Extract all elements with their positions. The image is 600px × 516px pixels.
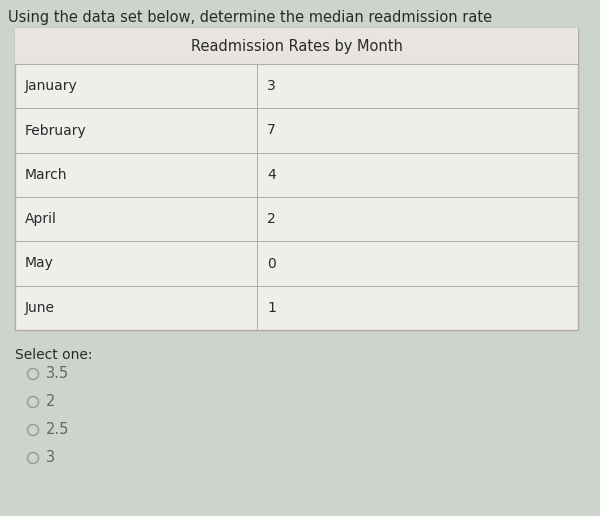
Text: January: January: [25, 79, 78, 93]
Circle shape: [28, 396, 38, 408]
Text: 3: 3: [46, 450, 55, 465]
Text: 7: 7: [267, 123, 276, 137]
Text: 2: 2: [46, 395, 55, 410]
Text: 2.5: 2.5: [46, 423, 69, 438]
Text: April: April: [25, 212, 57, 226]
Text: 0: 0: [267, 256, 276, 270]
Text: May: May: [25, 256, 54, 270]
Text: 1: 1: [267, 301, 276, 315]
Text: February: February: [25, 123, 87, 137]
Text: June: June: [25, 301, 55, 315]
Circle shape: [28, 425, 38, 436]
Circle shape: [28, 453, 38, 463]
Text: 3: 3: [267, 79, 276, 93]
Bar: [15, 28, 578, 64]
Bar: [15, 28, 578, 330]
Text: 2: 2: [267, 212, 276, 226]
Circle shape: [28, 368, 38, 379]
Text: March: March: [25, 168, 67, 182]
Text: 3.5: 3.5: [46, 366, 68, 381]
Text: Readmission Rates by Month: Readmission Rates by Month: [191, 39, 403, 54]
Text: 4: 4: [267, 168, 276, 182]
Text: Select one:: Select one:: [15, 348, 92, 362]
Text: Using the data set below, determine the median readmission rate: Using the data set below, determine the …: [8, 10, 492, 25]
